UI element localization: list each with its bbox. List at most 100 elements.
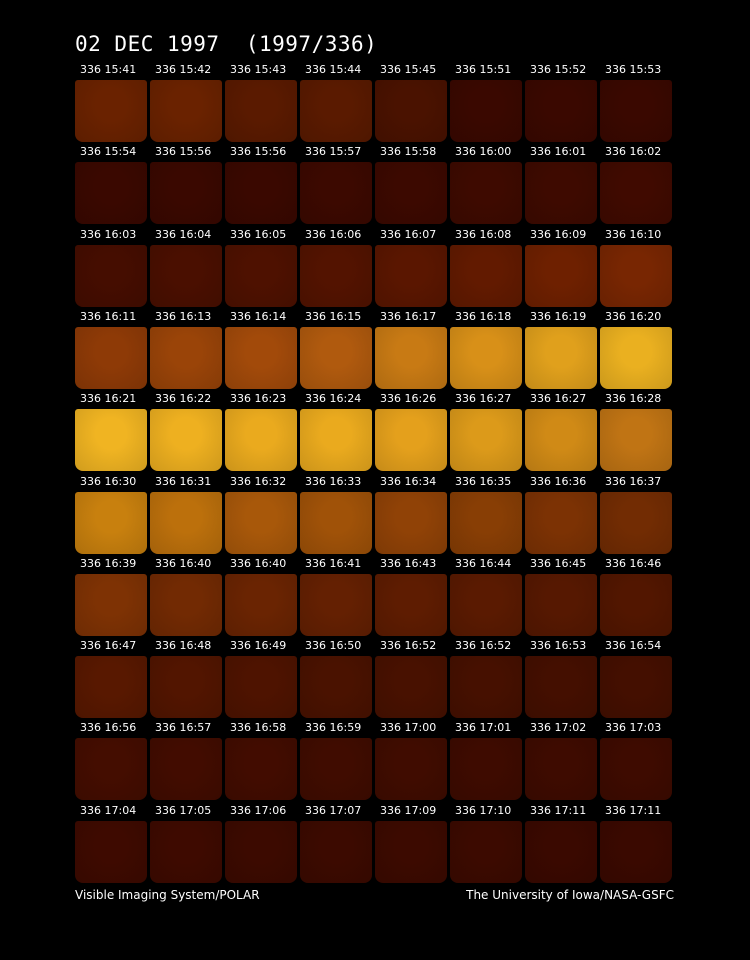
tile-label: 336 16:28 [605, 392, 662, 406]
image-tile [150, 573, 222, 636]
tile-label: 336 16:54 [605, 639, 662, 653]
image-tile [450, 573, 522, 636]
image-tile [75, 573, 147, 636]
tile-label: 336 16:02 [605, 145, 662, 159]
tile-label: 336 16:35 [455, 474, 512, 488]
image-tile [75, 409, 147, 472]
image-tile [525, 820, 597, 883]
image-tile [450, 738, 522, 801]
image-tile [525, 326, 597, 389]
tile-label: 336 15:53 [605, 63, 662, 76]
tile-label: 336 16:08 [455, 227, 512, 241]
tile-label: 336 16:13 [155, 309, 212, 323]
image-tile [600, 409, 672, 472]
image-tile [225, 656, 297, 719]
tile-label: 336 16:58 [230, 721, 287, 735]
image-tile [375, 820, 447, 883]
tile-label: 336 16:47 [80, 639, 137, 653]
image-tile [75, 491, 147, 554]
tile-label: 336 16:37 [605, 474, 662, 488]
image-tile [150, 656, 222, 719]
image-tile [150, 162, 222, 225]
tile-label: 336 15:54 [80, 145, 137, 159]
image-tile [525, 573, 597, 636]
footer-left: Visible Imaging System/POLAR [75, 888, 260, 902]
tile-label: 336 16:40 [155, 556, 212, 570]
tile-label: 336 16:39 [80, 556, 137, 570]
tile-label: 336 17:01 [455, 721, 512, 735]
image-tile [225, 162, 297, 225]
tile-label: 336 15:58 [380, 145, 437, 159]
tile-label: 336 17:04 [80, 803, 137, 817]
image-tile [375, 244, 447, 307]
image-tile [300, 491, 372, 554]
tile-label: 336 16:15 [305, 309, 362, 323]
image-tile [450, 820, 522, 883]
image-tile [600, 820, 672, 883]
tile-label: 336 16:20 [605, 309, 662, 323]
tile-label: 336 16:45 [530, 556, 587, 570]
tile-label: 336 17:06 [230, 803, 287, 817]
image-tile [225, 244, 297, 307]
tile-label: 336 17:09 [380, 803, 437, 817]
image-tile [450, 80, 522, 142]
image-tile [525, 162, 597, 225]
image-tile [225, 491, 297, 554]
image-tile [450, 162, 522, 225]
image-tile [525, 244, 597, 307]
image-tile [525, 409, 597, 472]
image-tile [375, 738, 447, 801]
tile-label: 336 15:56 [230, 145, 287, 159]
image-tile [600, 80, 672, 142]
image-tile [300, 326, 372, 389]
tile-label: 336 16:18 [455, 309, 512, 323]
tile-label: 336 16:32 [230, 474, 287, 488]
tile-label: 336 17:03 [605, 721, 662, 735]
tile-label: 336 16:01 [530, 145, 587, 159]
image-tile [225, 573, 297, 636]
tile-label: 336 16:33 [305, 474, 362, 488]
tile-label: 336 16:24 [305, 392, 362, 406]
image-tile [600, 656, 672, 719]
image-tile [375, 80, 447, 142]
tile-label: 336 16:34 [380, 474, 437, 488]
title: 02 DEC 1997 (1997/336) [75, 32, 378, 56]
image-tile [150, 738, 222, 801]
image-tile [75, 326, 147, 389]
tile-label: 336 17:05 [155, 803, 212, 817]
image-tile [150, 80, 222, 142]
image-tile [450, 491, 522, 554]
image-tile [525, 656, 597, 719]
tile-label: 336 16:36 [530, 474, 587, 488]
tile-label: 336 16:00 [455, 145, 512, 159]
tile-label: 336 16:57 [155, 721, 212, 735]
tile-label: 336 16:30 [80, 474, 137, 488]
tile-label: 336 15:51 [455, 63, 512, 76]
tile-label: 336 16:23 [230, 392, 287, 406]
tile-label: 336 16:09 [530, 227, 587, 241]
tile-label: 336 17:00 [380, 721, 437, 735]
image-tile [75, 820, 147, 883]
tile-label: 336 16:11 [80, 309, 137, 323]
image-tile [375, 491, 447, 554]
image-tile [225, 80, 297, 142]
tile-label: 336 17:10 [455, 803, 512, 817]
tile-label: 336 16:17 [380, 309, 437, 323]
tile-label: 336 15:43 [230, 63, 287, 76]
image-tile [375, 162, 447, 225]
image-tile [150, 409, 222, 472]
image-tile [300, 820, 372, 883]
tile-label: 336 16:14 [230, 309, 287, 323]
image-tile [600, 573, 672, 636]
tile-label: 336 16:52 [380, 639, 437, 653]
image-tile [450, 326, 522, 389]
image-tile [300, 738, 372, 801]
tile-label: 336 16:19 [530, 309, 587, 323]
tile-label: 336 16:22 [155, 392, 212, 406]
image-tile [150, 244, 222, 307]
tile-label: 336 16:21 [80, 392, 137, 406]
image-tile [75, 656, 147, 719]
tile-label: 336 16:10 [605, 227, 662, 241]
image-tile [75, 80, 147, 142]
